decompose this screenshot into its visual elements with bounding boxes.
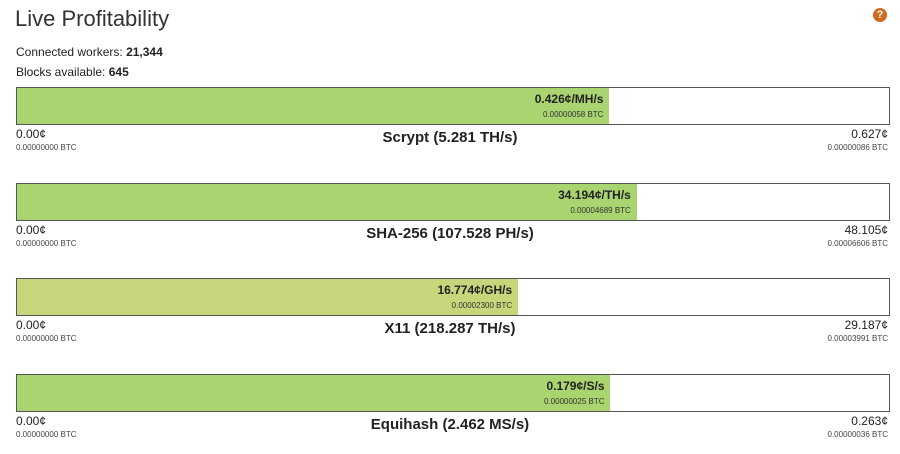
value-btc: 0.00000025 BTC (544, 396, 605, 406)
max-btc: 0.00000086 BTC (827, 143, 889, 152)
value-label: 34.194¢/TH/s (558, 187, 631, 202)
stat-row: Connected workers: 21,344 (16, 45, 163, 59)
profit-bar (17, 374, 611, 411)
max-label: 0.263¢ (851, 413, 888, 428)
min-btc: 0.00000000 BTC (16, 334, 77, 343)
min-btc: 0.00000000 BTC (16, 429, 77, 439)
stat-value: 645 (108, 65, 129, 79)
profit-bar (17, 88, 610, 124)
value-label: 0.179¢/S/s (546, 378, 605, 393)
stat-value: 21,344 (126, 45, 163, 59)
stat-label: Connected workers: (16, 45, 123, 59)
max-label: 48.105¢ (844, 222, 888, 237)
min-btc: 0.00000000 BTC (16, 143, 77, 152)
stat-row: Blocks available: 645 (16, 65, 129, 79)
min-label: 0.00¢ (16, 222, 47, 237)
title: Live Profitability (15, 6, 170, 31)
min-btc: 0.00000000 BTC (16, 238, 77, 248)
max-label: 0.627¢ (851, 127, 888, 141)
profit-track: 34.194¢/TH/s 0.00004689 BTC (16, 182, 890, 221)
profit-bar (17, 183, 637, 220)
max-btc: 0.00006606 BTC (827, 238, 889, 248)
profit-bar (17, 279, 519, 315)
profit-track: 0.179¢/S/s 0.00000025 BTC (16, 373, 890, 412)
max-btc: 0.00003991 BTC (827, 334, 889, 343)
value-label: 0.426¢/MH/s (534, 92, 604, 106)
min-label: 0.00¢ (16, 318, 47, 332)
algorithm-name: Scrypt (5.281 TH/s) (382, 129, 518, 146)
value-btc: 0.00004689 BTC (570, 205, 631, 215)
profit-track: 16.774¢/GH/s 0.00002300 BTC (16, 278, 890, 316)
algorithm-name: Equihash (2.462 MS/s) (370, 415, 530, 433)
stat-label: Blocks available: (16, 65, 106, 79)
value-label: 16.774¢/GH/s (437, 283, 513, 297)
min-label: 0.00¢ (16, 127, 47, 141)
profit-track: 0.426¢/MH/s 0.00000058 BTC (16, 87, 890, 125)
min-label: 0.00¢ (16, 413, 47, 428)
value-btc: 0.00002300 BTC (451, 301, 513, 310)
value-btc: 0.00000058 BTC (542, 110, 604, 119)
algorithm-name: SHA-256 (107.528 PH/s) (366, 224, 534, 242)
help-icon[interactable]: ? (873, 8, 887, 22)
max-label: 29.187¢ (844, 318, 888, 332)
algorithm-name: X11 (218.287 TH/s) (384, 320, 516, 337)
max-btc: 0.00000036 BTC (827, 429, 889, 439)
